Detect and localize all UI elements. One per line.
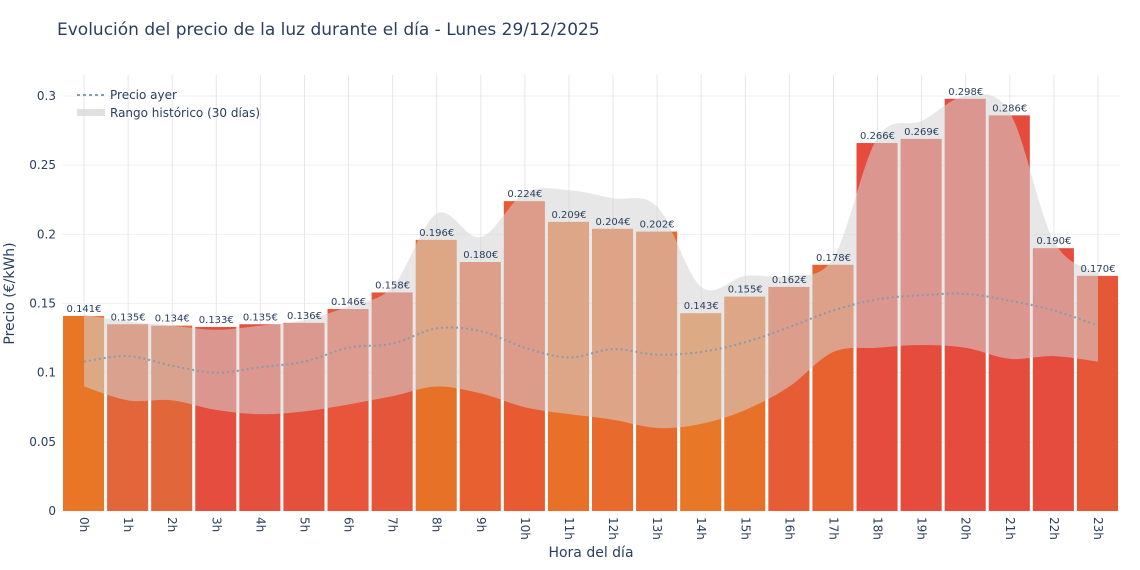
- x-tick-label: 4h: [253, 517, 267, 532]
- data-label: 0.180€: [463, 250, 498, 261]
- x-tick-label: 14h: [694, 517, 708, 540]
- data-label: 0.204€: [596, 217, 631, 228]
- legend-historical-range: Rango histórico (30 días): [110, 106, 260, 120]
- data-label: 0.209€: [551, 210, 586, 221]
- data-label: 0.135€: [111, 312, 146, 323]
- data-label: 0.170€: [1080, 264, 1115, 275]
- x-tick-label: 17h: [826, 517, 840, 540]
- x-tick-label: 15h: [738, 517, 752, 540]
- x-tick-label: 1h: [121, 517, 135, 532]
- historical-range-band: [84, 94, 1098, 429]
- x-tick-label: 8h: [430, 517, 444, 532]
- x-tick-label: 19h: [915, 517, 929, 540]
- data-label: 0.134€: [155, 314, 190, 325]
- data-label: 0.158€: [375, 280, 410, 291]
- x-tick-label: 22h: [1047, 517, 1061, 540]
- legend-yesterday: Precio ayer: [110, 88, 177, 102]
- data-label: 0.196€: [419, 228, 454, 239]
- x-tick-label: 6h: [342, 517, 356, 532]
- y-tick-label: 0.1: [37, 366, 56, 380]
- x-tick-label: 12h: [606, 517, 620, 540]
- x-tick-label: 18h: [871, 517, 885, 540]
- data-label: 0.133€: [199, 315, 234, 326]
- data-label: 0.136€: [287, 311, 322, 322]
- data-label: 0.162€: [772, 275, 807, 286]
- x-tick-label: 13h: [650, 517, 664, 540]
- data-label: 0.286€: [992, 103, 1027, 114]
- data-label: 0.269€: [904, 127, 939, 138]
- x-tick-label: 11h: [562, 517, 576, 540]
- y-tick-label: 0.3: [37, 89, 56, 103]
- data-label: 0.141€: [67, 304, 102, 315]
- y-tick-label: 0.25: [29, 158, 56, 172]
- data-label: 0.224€: [507, 189, 542, 200]
- y-tick-label: 0: [48, 504, 56, 518]
- yesterday-price-line: [83, 292, 1099, 374]
- data-label: 0.135€: [243, 312, 278, 323]
- x-tick-label: 20h: [959, 517, 973, 540]
- x-tick-label: 16h: [782, 517, 796, 540]
- x-tick-label: 9h: [474, 517, 488, 532]
- x-tick-label: 10h: [518, 517, 532, 540]
- data-label: 0.266€: [860, 131, 895, 142]
- data-label: 0.298€: [948, 87, 983, 98]
- x-tick-label: 23h: [1091, 517, 1105, 540]
- y-tick-label: 0.05: [29, 435, 56, 449]
- x-tick-label: 5h: [297, 517, 311, 532]
- data-label: 0.155€: [728, 285, 763, 296]
- data-label: 0.143€: [684, 301, 719, 312]
- legend-band-symbol: [77, 109, 105, 116]
- y-tick-label: 0.2: [37, 227, 56, 241]
- x-tick-label: 7h: [386, 517, 400, 532]
- chart-title: Evolución del precio de la luz durante e…: [57, 20, 600, 40]
- x-axis-title: Hora del día: [548, 545, 633, 561]
- y-tick-label: 0.15: [29, 297, 56, 311]
- x-tick-label: 21h: [1003, 517, 1017, 540]
- x-tick-label: 3h: [209, 517, 223, 532]
- data-label: 0.178€: [816, 253, 851, 264]
- data-label: 0.190€: [1036, 236, 1071, 247]
- data-label: 0.146€: [331, 297, 366, 308]
- data-label: 0.202€: [640, 220, 675, 231]
- x-tick-label: 0h: [77, 517, 91, 532]
- y-axis-title: Precio (€/kWh): [2, 242, 18, 344]
- x-tick-label: 2h: [165, 517, 179, 532]
